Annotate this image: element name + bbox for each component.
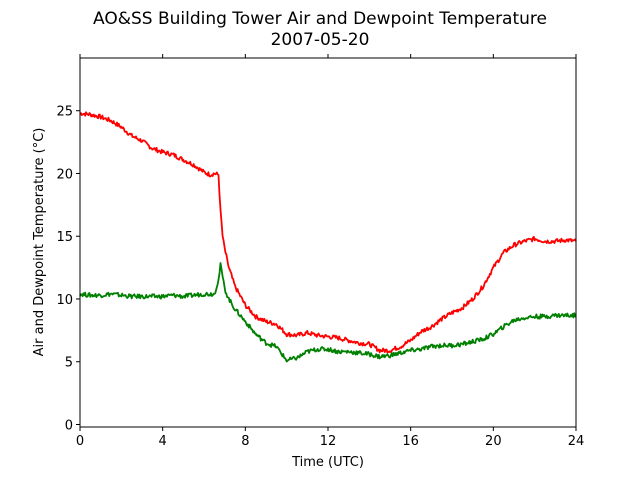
y-tick-label: 20: [56, 167, 73, 182]
chart-subtitle: 2007-05-20: [271, 30, 370, 50]
y-tick-label: 10: [56, 293, 73, 308]
x-axis-label: Time (UTC): [291, 455, 364, 470]
series-line-2: [79, 262, 577, 363]
y-tick-label: 25: [56, 105, 73, 120]
y-tick-label: 5: [65, 356, 73, 371]
ticks-layer: 0 4 8 12 16 20 24 0 5 10 15 20 25: [56, 54, 584, 449]
plot-frame: [79, 57, 577, 428]
series-layer: [79, 111, 577, 363]
series-line-1: [79, 111, 577, 354]
y-tick-label: 0: [65, 418, 73, 433]
x-tick-label: 16: [402, 434, 419, 449]
x-tick-label: 4: [159, 434, 167, 449]
x-tick-label: 12: [320, 434, 337, 449]
y-axis-label: Air and Dewpoint Temperature (°C): [32, 128, 47, 357]
x-tick-label: 0: [76, 434, 84, 449]
y-tick-label: 15: [56, 230, 73, 245]
chart-title: AO&SS Building Tower Air and Dewpoint Te…: [93, 9, 547, 29]
x-tick-label: 8: [241, 434, 249, 449]
x-tick-label: 24: [568, 434, 585, 449]
x-tick-label: 20: [485, 434, 502, 449]
